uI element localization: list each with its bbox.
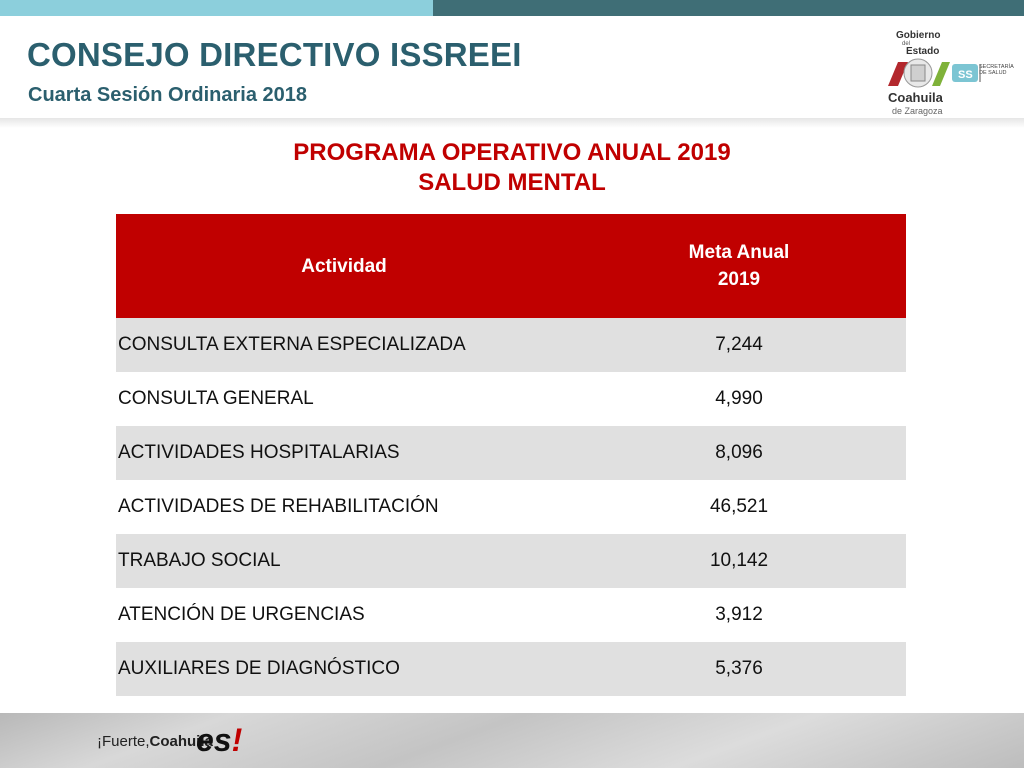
activity-table: Actividad Meta Anual 2019 CONSULTA EXTER…: [116, 214, 906, 696]
coat-of-arms-icon: SS: [888, 58, 981, 88]
table-header-row: Actividad Meta Anual 2019: [116, 214, 906, 318]
table-row: ACTIVIDADES DE REHABILITACIÓN 46,521: [116, 480, 906, 534]
cell-actividad: CONSULTA GENERAL: [116, 372, 572, 426]
footer-slogan: ¡Fuerte,Coahuila: [97, 733, 213, 750]
logo-ss-text: SS: [958, 69, 973, 81]
header-divider: [0, 118, 1024, 128]
cell-meta: 8,096: [572, 426, 906, 480]
logo-gobierno-text: Gobierno: [896, 30, 941, 41]
slogan-state: Coahuila: [149, 733, 213, 750]
column-header-meta: Meta Anual 2019: [572, 214, 906, 318]
table-row: CONSULTA EXTERNA ESPECIALIZADA 7,244: [116, 318, 906, 372]
slogan-prefix: ¡Fuerte,: [97, 733, 150, 750]
table-row: ATENCIÓN DE URGENCIAS 3,912: [116, 588, 906, 642]
column-header-meta-line2: 2019: [717, 269, 761, 290]
cell-meta: 3,912: [572, 588, 906, 642]
report-title-line2: SALUD MENTAL: [418, 169, 606, 196]
slogan-exclamation: !: [231, 722, 243, 758]
logo-zaragoza-text: de Zaragoza: [892, 106, 943, 116]
cell-meta: 7,244: [572, 318, 906, 372]
table-row: CONSULTA GENERAL 4,990: [116, 372, 906, 426]
table-row: AUXILIARES DE DIAGNÓSTICO 5,376: [116, 642, 906, 696]
footer-band: [0, 713, 1024, 768]
logo-state-text: Coahuila: [888, 90, 943, 105]
cell-meta: 46,521: [572, 480, 906, 534]
gobierno-coahuila-logo: Gobierno del Estado SS SECRETARÍA DE SAL…: [884, 28, 1014, 118]
report-title-line1: PROGRAMA OPERATIVO ANUAL 2019: [293, 139, 731, 166]
logo-estado-text: Estado: [906, 46, 940, 57]
slogan-es: es: [196, 722, 232, 758]
cell-actividad: CONSULTA EXTERNA ESPECIALIZADA: [116, 318, 572, 372]
cell-actividad: ATENCIÓN DE URGENCIAS: [116, 588, 572, 642]
cell-meta: 4,990: [572, 372, 906, 426]
cell-actividad: ACTIVIDADES HOSPITALARIAS: [116, 426, 572, 480]
table-row: TRABAJO SOCIAL 10,142: [116, 534, 906, 588]
cell-meta: 5,376: [572, 642, 906, 696]
top-bar-light-segment: [0, 0, 433, 16]
logo-secretaria-text: SECRETARÍA DE SALUD: [979, 64, 1014, 76]
page-subtitle: Cuarta Sesión Ordinaria 2018: [28, 84, 308, 106]
cell-actividad: AUXILIARES DE DIAGNÓSTICO: [116, 642, 572, 696]
logo-del-text: del: [902, 41, 911, 47]
cell-meta: 10,142: [572, 534, 906, 588]
cell-actividad: TRABAJO SOCIAL: [116, 534, 572, 588]
cell-actividad: ACTIVIDADES DE REHABILITACIÓN: [116, 480, 572, 534]
table-row: ACTIVIDADES HOSPITALARIAS 8,096: [116, 426, 906, 480]
column-header-actividad: Actividad: [116, 214, 572, 318]
column-header-meta-line1: Meta Anual: [688, 242, 790, 263]
slogan-es-logo: es!: [196, 722, 242, 759]
top-color-bar: [0, 0, 1024, 16]
report-title: PROGRAMA OPERATIVO ANUAL 2019 SALUD MENT…: [0, 138, 1024, 198]
page-title: CONSEJO DIRECTIVO ISSREEI: [27, 36, 522, 73]
top-bar-dark-segment: [433, 0, 1024, 16]
